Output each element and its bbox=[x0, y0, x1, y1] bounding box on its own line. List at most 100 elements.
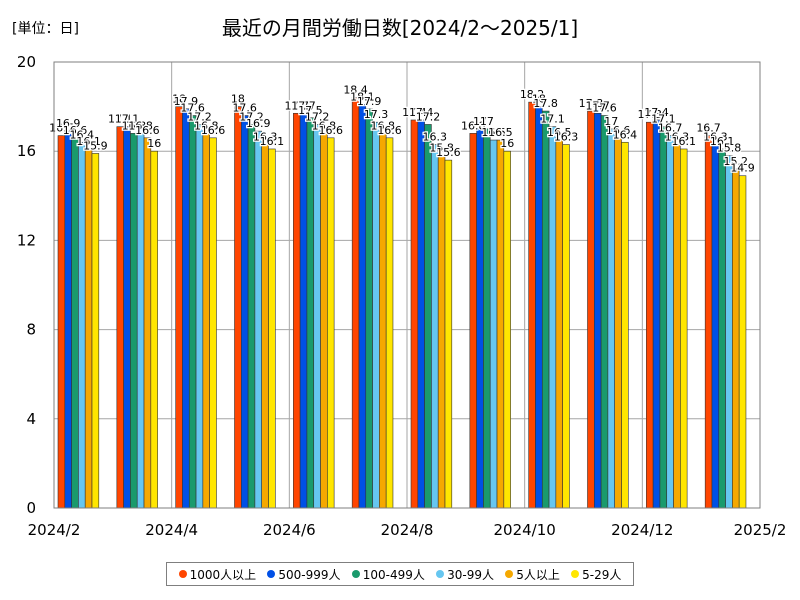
bar bbox=[652, 119, 661, 509]
y-tick-label: 20 bbox=[17, 53, 36, 71]
unit-label: [単位：日] bbox=[12, 21, 79, 37]
bar bbox=[358, 104, 367, 509]
bar bbox=[136, 133, 145, 509]
data-label: 17.4 bbox=[402, 106, 427, 119]
data-label: 16.1 bbox=[260, 135, 285, 148]
bar bbox=[410, 119, 419, 509]
bar bbox=[587, 110, 595, 509]
bar bbox=[188, 115, 197, 509]
data-label: 17.2 bbox=[239, 110, 264, 123]
bar bbox=[535, 106, 543, 509]
bar bbox=[293, 112, 301, 509]
bar bbox=[241, 115, 249, 509]
bar bbox=[732, 168, 740, 509]
bar bbox=[680, 148, 688, 509]
data-label: 17.7 bbox=[284, 99, 309, 112]
bar bbox=[313, 124, 321, 509]
data-label: 16 bbox=[500, 137, 514, 150]
data-label: 15.9 bbox=[83, 139, 108, 152]
data-label: 16.1 bbox=[671, 135, 696, 148]
data-label: 16.1 bbox=[76, 135, 101, 148]
legend-label: 5人以上 bbox=[516, 567, 560, 582]
data-label: 15.2 bbox=[724, 155, 749, 168]
bar bbox=[299, 112, 308, 509]
x-tick-label: 2024/8 bbox=[381, 521, 434, 539]
data-label: 17.2 bbox=[416, 110, 441, 123]
bar bbox=[673, 144, 681, 509]
data-label: 16.8 bbox=[461, 119, 486, 132]
bar bbox=[431, 144, 439, 509]
data-label: 17.9 bbox=[357, 95, 382, 108]
data-label: 18.1 bbox=[350, 90, 375, 103]
legend: 1000人以上 500-999人 100-499人 30-99人 5人以上 5-29人 bbox=[166, 562, 634, 586]
data-label: 16.6 bbox=[135, 124, 160, 137]
data-label: 17.7 bbox=[585, 99, 610, 112]
data-label: 18 bbox=[532, 93, 546, 106]
data-label: 17 bbox=[480, 115, 494, 128]
data-label: 17.2 bbox=[305, 110, 330, 123]
data-labels: 16.717.118 1817.718.417.416.818.217.817.3… bbox=[48, 82, 756, 176]
data-label: 14.9 bbox=[730, 162, 755, 175]
legend-label: 1000人以上 bbox=[189, 567, 257, 582]
data-label: 17 bbox=[604, 115, 618, 128]
data-label: 16.8 bbox=[122, 119, 147, 132]
data-label: 17.3 bbox=[364, 108, 389, 121]
data-label: 16.5 bbox=[547, 126, 572, 139]
data-label: 16.3 bbox=[554, 131, 579, 144]
data-label: 17.5 bbox=[298, 104, 323, 117]
data-label: 16.9 bbox=[246, 117, 271, 130]
bar bbox=[78, 141, 86, 509]
data-label: 16.3 bbox=[253, 131, 278, 144]
bar bbox=[91, 153, 100, 509]
bar bbox=[659, 126, 668, 509]
bar-chart: 16.717.118 1817.718.417.416.818.217.817.3… bbox=[17, 53, 787, 539]
data-label: 16.5 bbox=[481, 126, 506, 139]
bar bbox=[64, 130, 72, 509]
data-label: 16.7 bbox=[49, 122, 74, 135]
data-label: 17.6 bbox=[180, 102, 205, 115]
data-label: 17.9 bbox=[174, 95, 199, 108]
bar bbox=[195, 124, 204, 509]
data-label: 18 bbox=[172, 93, 186, 106]
data-label: 16.4 bbox=[70, 128, 95, 141]
bar bbox=[483, 128, 491, 509]
bar bbox=[607, 128, 616, 509]
bar bbox=[444, 159, 453, 509]
data-label: 17 bbox=[473, 115, 487, 128]
legend-item: 5-29人 bbox=[571, 566, 621, 583]
bar bbox=[600, 115, 609, 509]
data-label: 16.7 bbox=[696, 122, 721, 135]
bar bbox=[666, 135, 674, 509]
data-label: 15.8 bbox=[717, 142, 742, 155]
bar bbox=[143, 137, 152, 509]
bar bbox=[71, 137, 79, 509]
bar bbox=[261, 144, 269, 509]
legend-label: 5-29人 bbox=[582, 567, 622, 582]
data-label: 16.6 bbox=[377, 124, 402, 137]
data-label: 16.1 bbox=[710, 135, 735, 148]
bar bbox=[379, 133, 387, 509]
data-label: 16.4 bbox=[613, 128, 638, 141]
legend-item: 100-499人 bbox=[351, 566, 425, 583]
legend-swatch bbox=[436, 570, 445, 578]
plot-frame bbox=[53, 61, 761, 509]
legend-swatch bbox=[571, 570, 580, 578]
x-tick-label: 2025/2 bbox=[734, 521, 787, 539]
data-label: 16.6 bbox=[606, 124, 631, 137]
data-label: 15.8 bbox=[429, 142, 454, 155]
data-label: 16 bbox=[147, 137, 161, 150]
bar bbox=[469, 133, 477, 509]
bar bbox=[385, 137, 394, 509]
data-label: 16.8 bbox=[194, 119, 219, 132]
bar bbox=[593, 112, 602, 509]
bar bbox=[424, 124, 432, 509]
x-tick-label: 2024/4 bbox=[145, 521, 198, 539]
legend-swatch bbox=[351, 570, 360, 578]
data-label: 16.8 bbox=[312, 119, 337, 132]
y-tick-label: 0 bbox=[26, 499, 36, 517]
bar bbox=[130, 133, 138, 509]
data-label: 17.8 bbox=[533, 97, 558, 110]
bar bbox=[182, 108, 190, 509]
y-tick-label: 4 bbox=[26, 410, 36, 428]
data-label: 16.8 bbox=[371, 119, 396, 132]
